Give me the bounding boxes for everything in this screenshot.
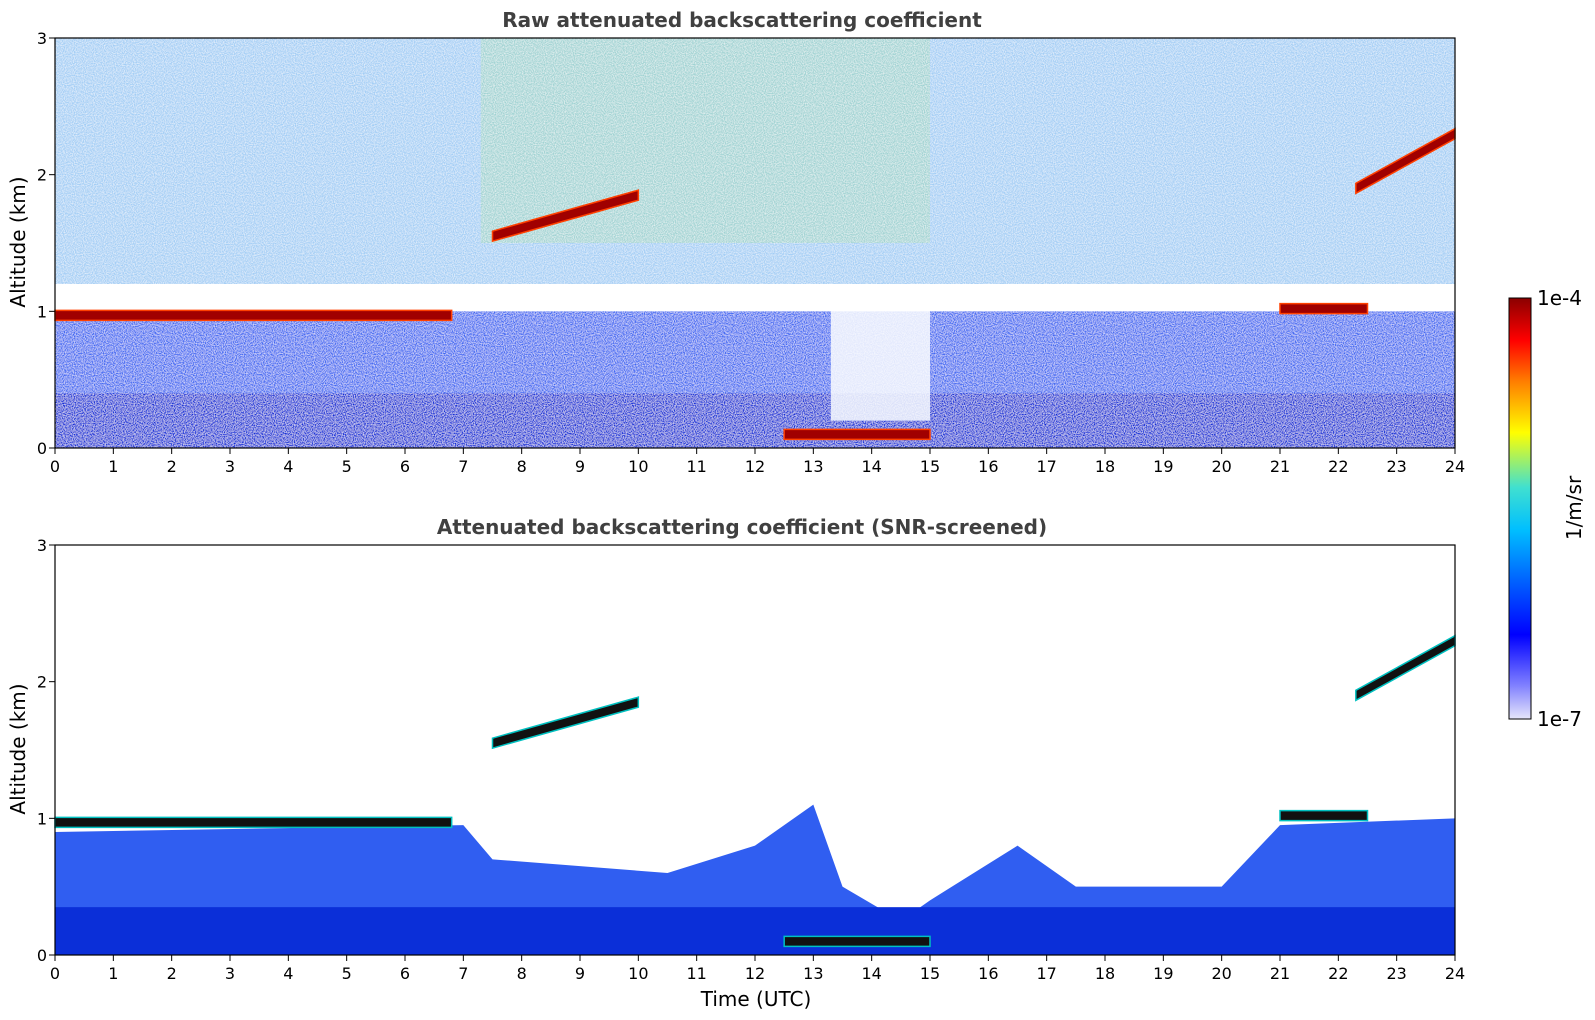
x-tick-label: 15 [920,457,940,476]
fog-gap [830,284,930,421]
x-tick-label: 21 [1270,457,1290,476]
x-tick-label: 11 [686,457,706,476]
x-tick-label: 23 [1386,457,1406,476]
cloud-feature [54,309,453,322]
y-tick-label: 0 [37,439,47,458]
x-tick-label: 22 [1328,964,1348,983]
x-tick-label: 20 [1211,457,1231,476]
y-axis-label: Altitude (km) [6,683,30,814]
colorbar: 1e-4 1e-7 1/m/sr [1508,286,1586,731]
panel-title: Raw attenuated backscattering coefficien… [502,8,982,32]
panel-raw: Raw attenuated backscattering coefficien… [6,8,1465,476]
x-tick-label: 24 [1445,964,1465,983]
y-tick-label: 1 [37,302,47,321]
x-tick-label: 17 [1036,964,1056,983]
x-tick-label: 10 [628,457,648,476]
x-tick-label: 24 [1445,457,1465,476]
x-tick-label: 3 [225,457,235,476]
x-tick-label: 7 [458,964,468,983]
x-tick-label: 18 [1095,457,1115,476]
heatmap-raw [55,38,1455,448]
x-tick-label: 10 [628,964,648,983]
colorbar-min-label: 1e-7 [1537,707,1582,731]
y-tick-label: 1 [37,809,47,828]
y-axis-ticks: 0 1 2 3 [37,29,55,458]
x-tick-label: 16 [978,457,998,476]
x-tick-label: 21 [1270,964,1290,983]
x-tick-label: 4 [283,964,293,983]
colorbar-max-label: 1e-4 [1537,286,1582,310]
cloud-feature [1279,302,1369,315]
x-tick-label: 18 [1095,964,1115,983]
x-axis-ticks: 0 1 2 3 4 5 6 7 8 9 10 11 12 13 14 15 16 17 18 19 20 21 22 23 24 [50,955,1465,983]
y-tick-label: 2 [37,673,47,692]
x-tick-label: 12 [745,964,765,983]
x-tick-label: 22 [1328,457,1348,476]
x-tick-label: 8 [517,964,527,983]
x-tick-label: 13 [803,457,823,476]
cloud-feature [491,189,640,243]
panel-title: Attenuated backscattering coefficient (S… [437,515,1047,539]
x-tick-label: 14 [861,457,881,476]
x-tick-label: 16 [978,964,998,983]
y-tick-label: 0 [37,946,47,965]
x-tick-label: 1 [108,457,118,476]
x-tick-label: 9 [575,964,585,983]
x-tick-label: 17 [1036,457,1056,476]
x-tick-label: 19 [1153,457,1173,476]
y-tick-label: 3 [37,29,47,48]
x-tick-label: 7 [458,457,468,476]
x-tick-label: 6 [400,457,410,476]
x-axis-ticks: 0 1 2 3 4 5 6 7 8 9 10 11 12 13 14 15 16 17 18 19 20 21 22 23 24 [50,448,1465,476]
heatmap-screened [55,545,1455,955]
x-tick-label: 19 [1153,964,1173,983]
y-tick-label: 2 [37,166,47,185]
colorbar-scale [1508,297,1532,720]
x-tick-label: 20 [1211,964,1231,983]
cloud-feature [1279,809,1369,822]
x-tick-label: 5 [342,964,352,983]
cloud-features [54,634,1456,948]
x-tick-label: 1 [108,964,118,983]
x-tick-label: 4 [283,457,293,476]
x-tick-label: 5 [342,457,352,476]
cloud-feature [783,428,931,441]
x-tick-label: 0 [50,964,60,983]
near-surface-dense [55,393,1455,448]
x-tick-label: 0 [50,457,60,476]
x-tick-label: 9 [575,457,585,476]
x-tick-label: 12 [745,457,765,476]
cloud-feature [54,816,453,829]
cloud-feature [783,935,931,948]
panel-screened: Attenuated backscattering coefficient (S… [6,515,1465,1011]
x-axis-label: Time (UTC) [700,987,812,1011]
x-tick-label: 13 [803,964,823,983]
x-tick-label: 2 [167,964,177,983]
x-tick-label: 11 [686,964,706,983]
x-tick-label: 8 [517,457,527,476]
x-tick-label: 3 [225,964,235,983]
noise-sunlit [480,38,930,243]
y-tick-label: 3 [37,536,47,555]
y-axis-ticks: 0 1 2 3 [37,536,55,965]
cloud-features [54,127,1456,441]
colorbar-unit-label: 1/m/sr [1562,475,1586,540]
x-tick-label: 6 [400,964,410,983]
x-tick-label: 23 [1386,964,1406,983]
cloud-feature [491,696,640,750]
x-tick-label: 15 [920,964,940,983]
near-surface-dense [55,907,1455,955]
x-tick-label: 2 [167,457,177,476]
y-axis-label: Altitude (km) [6,176,30,307]
x-tick-label: 14 [861,964,881,983]
